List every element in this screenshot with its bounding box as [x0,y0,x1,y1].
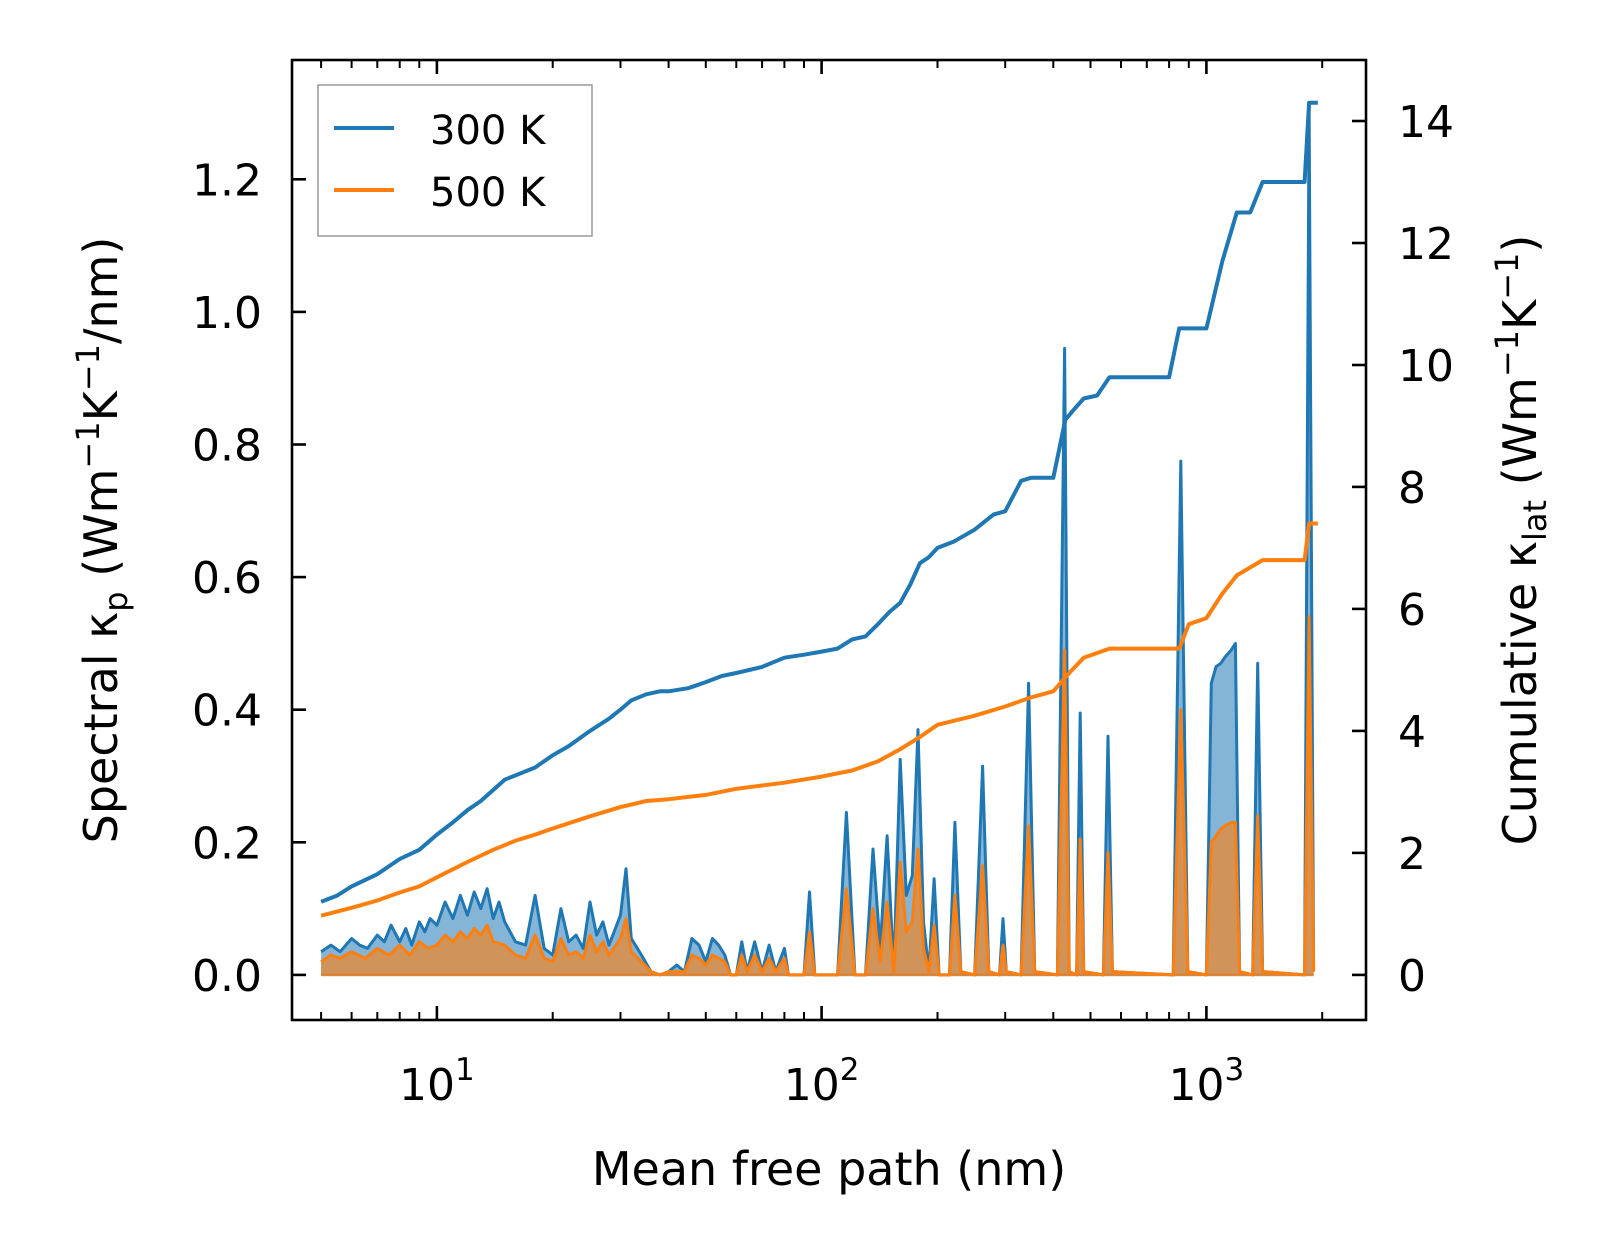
y-right-label-sub: lat [1516,500,1554,541]
legend-box [317,84,593,237]
x-tick-label-base: 10 [784,1060,840,1111]
y-right-label-sup2: −1 [1488,253,1526,300]
y-right-tick-label: 10 [1398,341,1454,392]
y-left-label-mid: K [74,389,128,421]
legend-label-500k: 500 K [430,170,547,216]
x-tick-label-exp: 1 [455,1052,475,1088]
y-right-tick-label: 6 [1398,585,1426,636]
y-right-tick-label: 12 [1398,219,1454,270]
y-left-label-sup2: −1 [69,344,107,391]
y-right-tick-label: 2 [1398,829,1426,880]
cumulative-line-300-k [320,100,1318,904]
y-left-tick-label: 0.8 [192,421,262,472]
y-left-tick-label: 1.0 [192,288,262,339]
y-right-tick-label: 0 [1398,951,1426,1002]
y-left-tick-label: 0.2 [192,818,262,869]
spectral-area-500-k-spectral [321,616,1314,975]
x-tick-label: 101 [399,1052,475,1111]
x-tick-label: 102 [784,1052,860,1111]
y-right-tick-label: 4 [1398,707,1426,758]
y-right-label-pre: Cumulative κ [1493,541,1547,845]
y-right-label-post1: (Wm [1493,377,1547,500]
x-axis-ticks: 101 102 103 [320,60,1324,1111]
cumulative-layer [320,100,1318,918]
y-left-axis-ticks: 0.0 0.2 0.4 0.6 0.8 1.0 1.2 [192,155,306,1002]
x-axis-label: Mean free path (nm) [592,1142,1066,1196]
y-left-label-post1: (Wm [74,469,128,592]
y-left-label-sub: p [97,591,135,611]
spectral-layer [320,104,1316,977]
legend-label-300k: 300 K [430,108,547,154]
y-left-tick-label: 0.4 [192,686,262,737]
y-right-tick-label: 14 [1398,97,1454,148]
y-left-label-pre: Spectral κ [74,612,128,844]
y-left-axis-label: Spectral κp (Wm−1K−1/nm) [69,237,135,844]
y-left-label-sup1: −1 [69,421,107,468]
x-tick-label-base: 10 [1169,1060,1225,1111]
y-right-axis-label: Cumulative κlat (Wm−1K−1) [1488,235,1554,846]
plot-frame [290,58,1368,1022]
x-tick-label-base: 10 [399,1060,455,1111]
y-left-tick-label: 1.2 [192,155,262,206]
x-tick-label-exp: 2 [840,1052,860,1088]
y-left-label-post2: /nm) [74,237,128,344]
y-left-tick-label: 0.0 [192,951,262,1002]
y-right-label-mid: K [1493,298,1547,330]
legend: 300 K 500 K [317,84,593,237]
x-tick-label: 103 [1169,1052,1245,1111]
y-right-tick-label: 8 [1398,463,1426,514]
x-tick-label-exp: 3 [1225,1052,1245,1088]
y-right-axis-ticks: 0 2 4 6 8 10 12 14 [1352,97,1454,1002]
y-right-label-sup1: −1 [1488,330,1526,377]
y-right-label-post2: ) [1493,235,1547,253]
y-left-tick-label: 0.6 [192,553,262,604]
cumulative-line-500-k [320,521,1318,918]
